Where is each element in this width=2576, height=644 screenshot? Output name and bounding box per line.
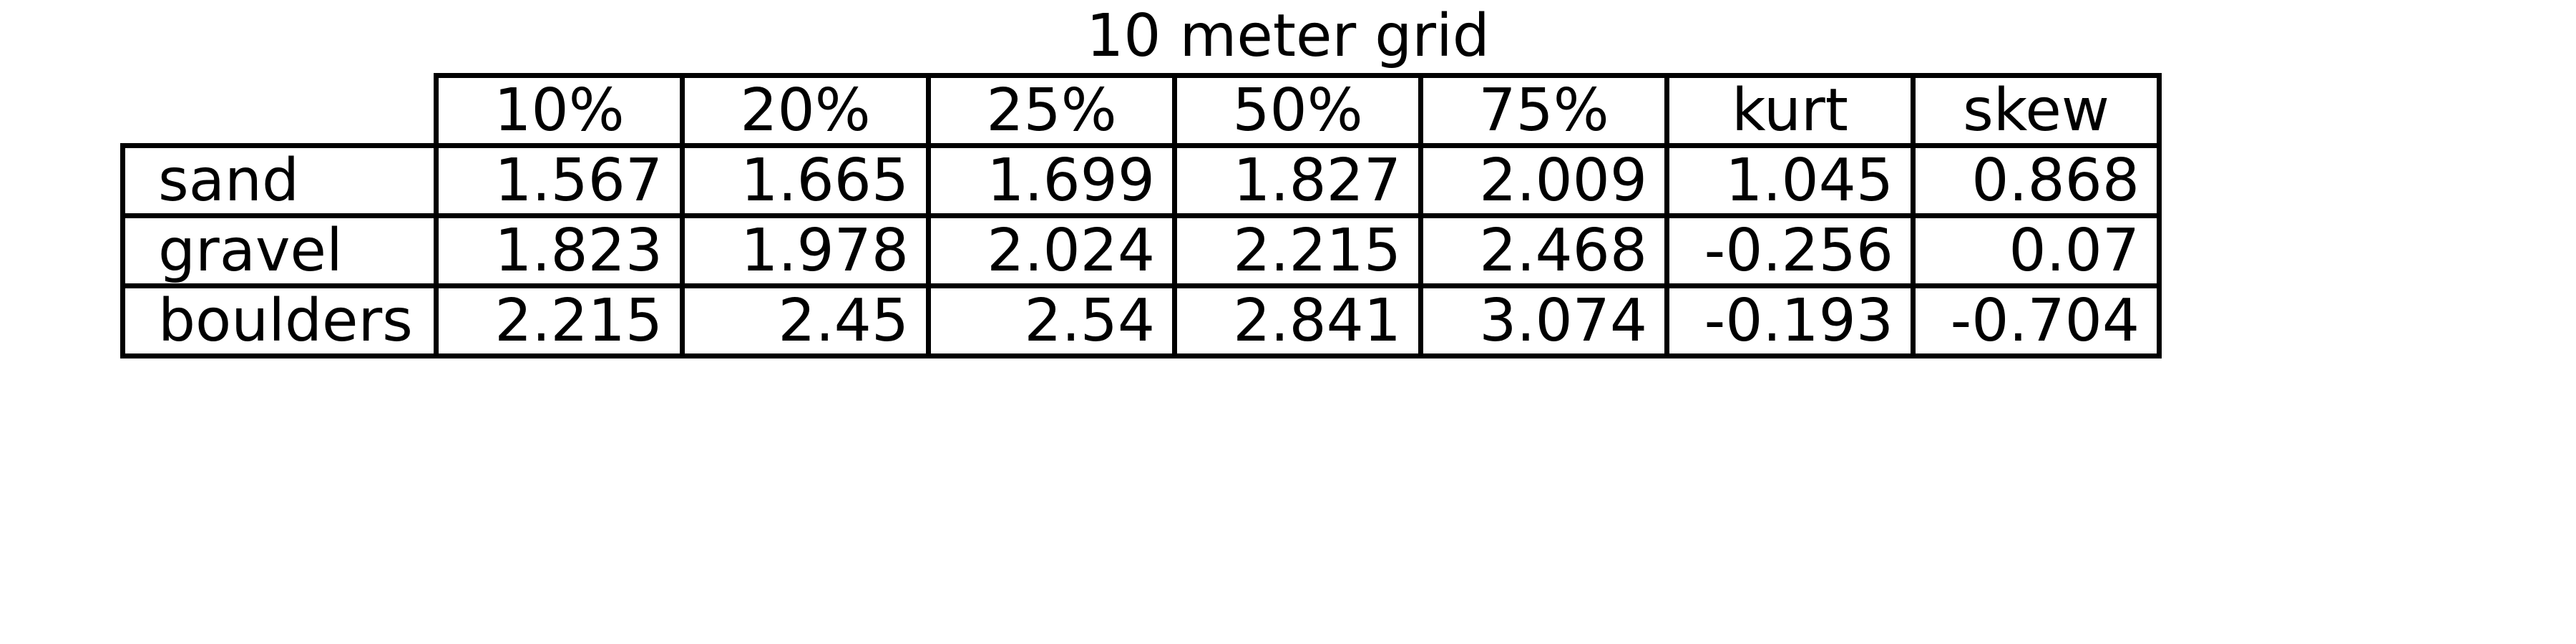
table-row: sand 1.567 1.665 1.699 1.827 2.009 1.045… — [120, 143, 2162, 218]
table-cell: 2.54 — [926, 283, 1177, 358]
table-cell: 0.07 — [1911, 213, 2162, 288]
row-header: gravel — [120, 213, 439, 288]
stats-table: 10% 20% 25% 50% 75% kurt skew sand 1.567… — [120, 73, 2162, 358]
column-header: kurt — [1664, 73, 1916, 148]
column-header: 25% — [926, 73, 1177, 148]
table-cell: 2.215 — [1172, 213, 1423, 288]
row-header: sand — [120, 143, 439, 218]
table-cell: 2.468 — [1418, 213, 1669, 288]
table-cell: 3.074 — [1418, 283, 1669, 358]
table-cell: 2.024 — [926, 213, 1177, 288]
table-cell: -0.256 — [1664, 213, 1916, 288]
table-cell: 1.665 — [680, 143, 931, 218]
table-cell: 1.045 — [1664, 143, 1916, 218]
table-row: gravel 1.823 1.978 2.024 2.215 2.468 -0.… — [120, 213, 2162, 288]
table-cell: -0.704 — [1911, 283, 2162, 358]
table-cell: 1.823 — [434, 213, 685, 288]
header-row: 10% 20% 25% 50% 75% kurt skew — [122, 73, 2162, 148]
row-header: boulders — [120, 283, 439, 358]
column-header: 20% — [680, 73, 931, 148]
corner-cell — [122, 75, 439, 148]
table-cell: 1.699 — [926, 143, 1177, 218]
table-cell: 2.009 — [1418, 143, 1669, 218]
table-cell: 1.567 — [434, 143, 685, 218]
table-cell: 1.978 — [680, 213, 931, 288]
table-cell: 0.868 — [1911, 143, 2162, 218]
column-header: 75% — [1418, 73, 1669, 148]
table-cell: 2.45 — [680, 283, 931, 358]
table-cell: 2.841 — [1172, 283, 1423, 358]
table-cell: 1.827 — [1172, 143, 1423, 218]
chart-title: 10 meter grid — [1086, 2, 1490, 70]
table-cell: 2.215 — [434, 283, 685, 358]
table-row: boulders 2.215 2.45 2.54 2.841 3.074 -0.… — [120, 283, 2162, 358]
column-header: 10% — [434, 73, 685, 148]
column-header: 50% — [1172, 73, 1423, 148]
column-header: skew — [1911, 73, 2162, 148]
table-cell: -0.193 — [1664, 283, 1916, 358]
